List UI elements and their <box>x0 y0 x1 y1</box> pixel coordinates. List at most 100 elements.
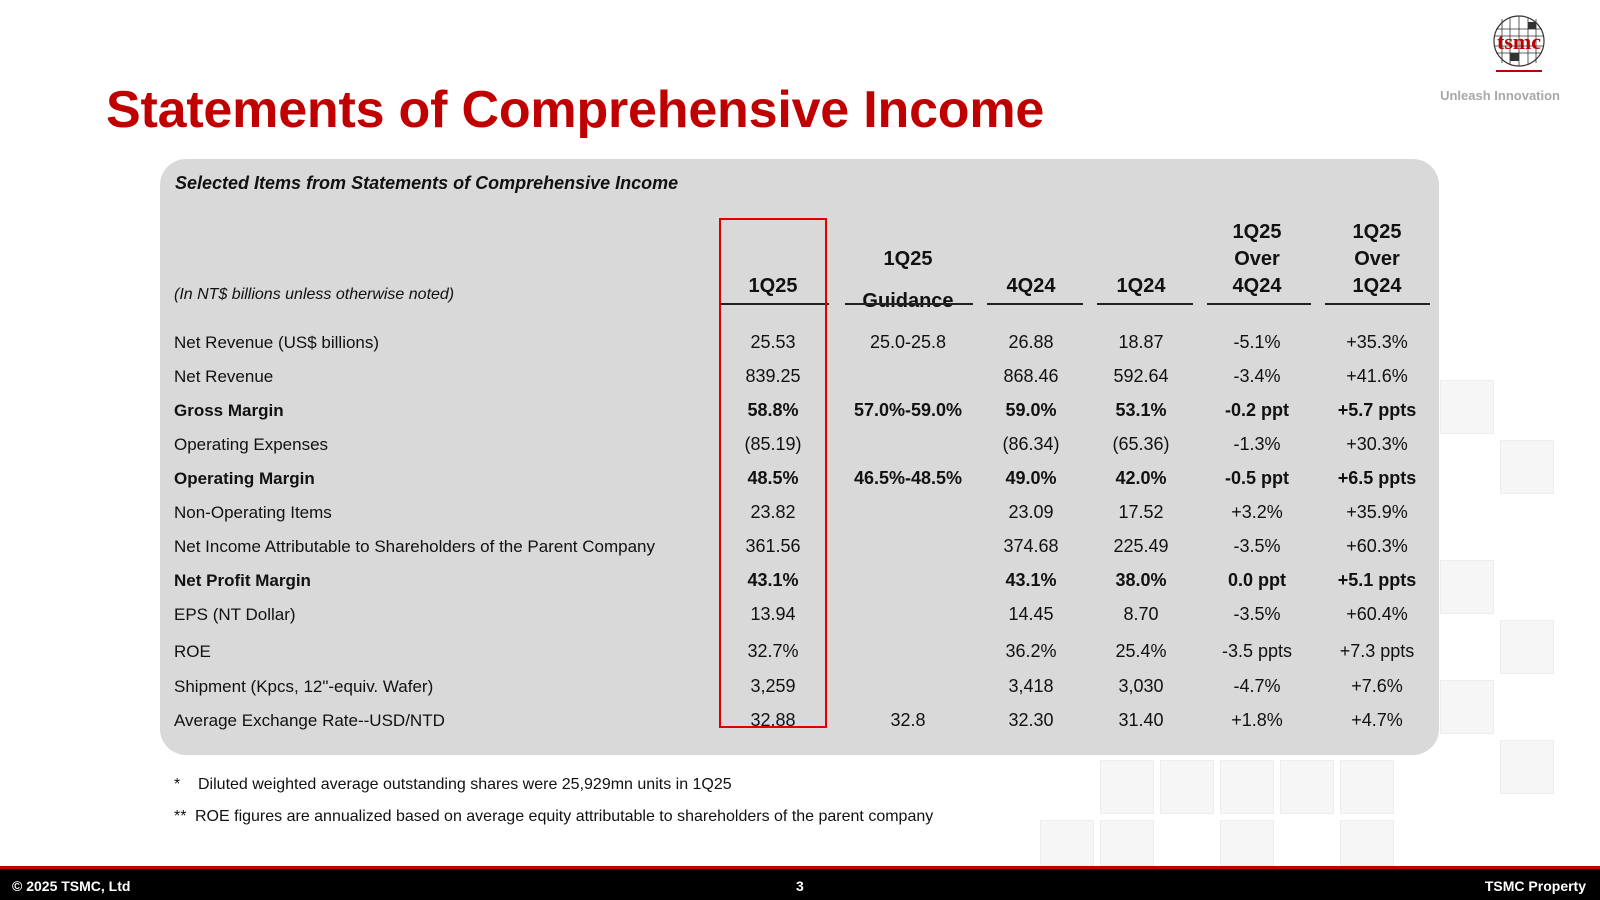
table-cell: -0.2 ppt <box>1224 400 1289 420</box>
table-cell: 58.8% <box>747 400 799 420</box>
footnote-mark: ** <box>174 808 187 825</box>
table-cell: 13.94 <box>750 604 796 624</box>
table-cell: 38.0% <box>1115 570 1167 590</box>
page-title: Statements of Comprehensive Income <box>106 81 1045 139</box>
table-cell: 49.0% <box>1005 468 1057 488</box>
wafer-logo-icon: tsmc <box>1493 15 1545 72</box>
table-cell: 53.1% <box>1115 400 1167 420</box>
table-cell: +41.6% <box>1346 366 1408 386</box>
table-cell: 32.7% <box>747 641 799 661</box>
table-cell: 3,030 <box>1118 676 1164 696</box>
table-cell: (65.36) <box>1112 434 1170 454</box>
table-cell: 592.64 <box>1113 366 1169 386</box>
footnote-mark: * <box>174 776 181 793</box>
table-cell: 23.09 <box>1008 502 1054 522</box>
row-label: EPS (NT Dollar) <box>174 605 296 624</box>
table-cell: 18.87 <box>1118 332 1164 352</box>
table-cell: -1.3% <box>1233 434 1281 454</box>
table-panel <box>160 159 1439 755</box>
column-header: 1Q25 Guidance <box>848 238 968 322</box>
table-cell: +60.4% <box>1346 604 1408 624</box>
row-label: Shipment (Kpcs, 12"-equiv. Wafer) <box>174 677 434 696</box>
column-header-rule <box>1207 303 1311 305</box>
footnote-text: ROE figures are annualized based on aver… <box>195 808 934 825</box>
table-cell: 3,418 <box>1008 676 1054 696</box>
row-label: Non-Operating Items <box>174 503 332 522</box>
table-cell: 25.0-25.8 <box>869 332 947 352</box>
column-header-rule <box>845 303 973 305</box>
column-header-line: 1Q25 <box>1232 221 1282 243</box>
table-cell: 36.2% <box>1005 641 1057 661</box>
table-cell: 3,259 <box>750 676 796 696</box>
table-cell: 14.45 <box>1008 604 1054 624</box>
table-cell: (85.19) <box>744 434 802 454</box>
table-cell: 48.5% <box>747 468 799 488</box>
column-header-line: 1Q25 <box>748 275 798 297</box>
row-label: Operating Expenses <box>174 435 329 454</box>
table-cell: +35.3% <box>1346 332 1408 352</box>
column-header-line: 1Q25 <box>883 248 933 270</box>
table-cell: +7.6% <box>1351 676 1403 696</box>
column-header-line: 1Q24 <box>1116 275 1166 297</box>
table-cell: +3.2% <box>1231 502 1283 522</box>
column-header-rule <box>1097 303 1193 305</box>
column-header: 1Q25 Over 4Q24 <box>1197 219 1317 300</box>
table-cell: 46.5%-48.5% <box>853 468 963 488</box>
table-cell: 26.88 <box>1008 332 1054 352</box>
property-label: TSMC Property <box>1484 878 1586 894</box>
column-header-line: 1Q25 <box>1352 221 1402 243</box>
table-cell: 839.25 <box>745 366 801 386</box>
table-cell: +35.9% <box>1346 502 1408 522</box>
column-header-rule <box>1325 303 1430 305</box>
panel-title: Selected Items from Statements of Compre… <box>175 173 679 193</box>
table-cell: +30.3% <box>1346 434 1408 454</box>
row-label: Operating Margin <box>174 469 315 488</box>
column-header-line: Over <box>1234 248 1280 270</box>
logo-wordmark: tsmc <box>1497 29 1541 54</box>
table-cell: +6.5 ppts <box>1337 468 1417 488</box>
column-header: 1Q25 <box>713 273 833 300</box>
table-cell: 31.40 <box>1118 710 1164 730</box>
table-cell: -4.7% <box>1233 676 1281 696</box>
table-cell: -3.4% <box>1233 366 1281 386</box>
column-header: 1Q24 <box>1081 273 1201 300</box>
footnote-text: Diluted weighted average outstanding sha… <box>198 776 732 793</box>
table-cell: 57.0%-59.0% <box>853 400 963 420</box>
table-cell: 43.1% <box>1005 570 1057 590</box>
table-cell: 361.56 <box>745 536 801 556</box>
table-cell: (86.34) <box>1002 434 1060 454</box>
table-cell: -3.5% <box>1233 536 1281 556</box>
table-cell: 374.68 <box>1003 536 1059 556</box>
table-cell: -3.5 ppts <box>1221 641 1293 661</box>
unit-note: (In NT$ billions unless otherwise noted) <box>174 286 455 303</box>
row-label: Net Revenue <box>174 367 274 386</box>
column-header-line: 4Q24 <box>1006 275 1056 297</box>
table-cell: +7.3 ppts <box>1339 641 1415 661</box>
table-cell: -0.5 ppt <box>1224 468 1289 488</box>
table-cell: 32.8 <box>890 710 926 730</box>
table-cell: +5.7 ppts <box>1337 400 1417 420</box>
table-cell: 23.82 <box>750 502 796 522</box>
table-cell: 225.49 <box>1113 536 1169 556</box>
column-header-rule <box>987 303 1083 305</box>
table-cell: +60.3% <box>1346 536 1408 556</box>
column-header-line: Guidance <box>862 290 954 312</box>
table-cell: +4.7% <box>1351 710 1403 730</box>
table-cell: 25.4% <box>1115 641 1167 661</box>
row-label: Net Profit Margin <box>174 571 311 590</box>
row-label: Gross Margin <box>174 401 284 420</box>
column-header-line: 4Q24 <box>1232 275 1282 297</box>
footer-bar: © 2025 TSMC, Ltd 3 TSMC Property <box>0 866 1600 900</box>
row-label: ROE <box>174 642 211 661</box>
table-cell: 43.1% <box>747 570 799 590</box>
table-cell: 0.0 ppt <box>1227 570 1286 590</box>
page-number: 3 <box>796 878 804 894</box>
column-header-line: Over <box>1354 248 1400 270</box>
table-cell: 8.70 <box>1123 604 1159 624</box>
logo-tagline: Unleash Innovation <box>1440 88 1560 103</box>
table-cell: 32.30 <box>1008 710 1054 730</box>
tsmc-logo: tsmc Unleash Innovation <box>1440 14 1560 104</box>
column-header: 4Q24 <box>971 273 1091 300</box>
column-header-line: 1Q24 <box>1352 275 1402 297</box>
table-cell: 59.0% <box>1005 400 1057 420</box>
